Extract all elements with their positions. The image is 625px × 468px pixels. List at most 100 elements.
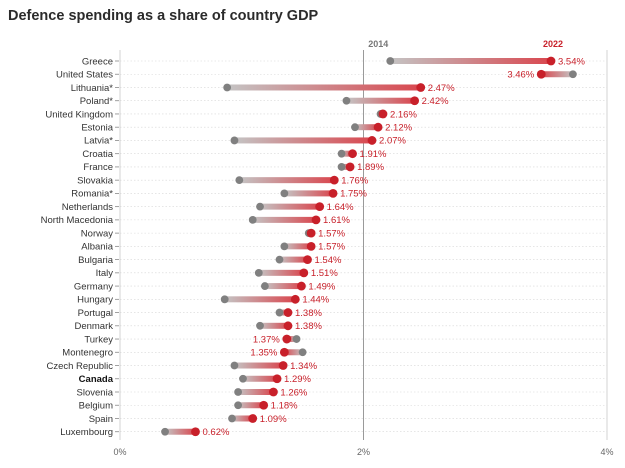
value-label: 3.54%	[558, 56, 585, 67]
value-label: 1.38%	[295, 321, 322, 332]
dot-2022	[345, 162, 355, 172]
value-label: 1.34%	[290, 361, 317, 372]
change-connector	[286, 336, 297, 343]
change-connector	[224, 296, 296, 303]
value-label: 1.09%	[260, 414, 287, 425]
dot-2022	[290, 294, 300, 304]
value-label: 2.47%	[428, 83, 455, 94]
change-connector	[284, 243, 312, 250]
dot-2022	[367, 136, 377, 145]
country-label: Slovakia	[77, 175, 114, 186]
country-label: Latvia*	[84, 136, 113, 147]
dot-2022	[315, 202, 325, 212]
dot-2022	[259, 400, 269, 410]
country-label: Spain	[89, 414, 113, 425]
country-label: Belgium	[79, 401, 113, 412]
dot-2014	[337, 149, 346, 158]
value-label: 1.76%	[341, 175, 368, 186]
change-connector	[284, 190, 334, 197]
dot-2014	[292, 335, 301, 343]
change-connector	[232, 415, 253, 422]
dot-2022	[248, 414, 258, 423]
value-label: 1.51%	[311, 268, 338, 279]
dot-2014	[256, 202, 264, 211]
dot-2014	[569, 70, 577, 79]
dot-2022	[279, 347, 289, 357]
country-label: Estonia	[81, 123, 113, 134]
dot-2014	[161, 427, 169, 436]
dot-2022	[378, 109, 388, 119]
dot-2022	[410, 96, 420, 106]
change-connector	[284, 349, 303, 356]
legend-2014: 2014	[368, 39, 388, 49]
country-label: Canada	[79, 374, 114, 385]
change-connector	[279, 256, 308, 263]
dot-2022	[329, 175, 339, 185]
change-connector	[238, 402, 264, 409]
country-label: Romania*	[71, 189, 113, 200]
value-label: 1.26%	[280, 387, 307, 398]
change-connector	[541, 71, 573, 78]
dot-2022	[278, 361, 288, 370]
value-label: 2.16%	[390, 109, 417, 120]
dot-2014	[351, 123, 359, 132]
change-connector	[239, 177, 335, 184]
dot-2022	[306, 241, 316, 251]
country-label: Slovenia	[77, 387, 114, 398]
value-label: 3.46%	[507, 70, 534, 81]
country-label: Germany	[74, 281, 113, 292]
x-tick-label: 2%	[357, 447, 370, 457]
dot-2022	[416, 83, 426, 92]
country-label: Italy	[96, 268, 114, 279]
dot-2022	[328, 189, 338, 198]
country-label: France	[83, 162, 113, 173]
value-label: 1.91%	[360, 149, 387, 160]
dot-2022	[272, 374, 282, 384]
dot-2014	[275, 308, 284, 317]
country-label: United States	[56, 70, 113, 81]
dot-2022	[348, 149, 357, 159]
country-label: Albania	[81, 242, 113, 253]
dot-2022	[536, 69, 546, 79]
country-label: Greece	[82, 56, 113, 67]
value-label: 1.18%	[271, 401, 298, 412]
value-label: 2.12%	[385, 123, 412, 134]
dot-2022	[546, 56, 556, 66]
country-label: Bulgaria	[78, 255, 114, 266]
country-label: Luxembourg	[60, 427, 113, 438]
dot-2022	[299, 268, 309, 278]
change-connector	[227, 84, 421, 91]
dot-2022	[283, 308, 293, 317]
dot-2014	[280, 189, 289, 198]
value-label: 1.29%	[284, 374, 311, 385]
country-label: Hungary	[77, 295, 113, 306]
change-connector	[354, 124, 379, 131]
value-label: 2.07%	[379, 136, 406, 147]
value-label: 1.38%	[295, 308, 322, 319]
dot-2022	[269, 387, 278, 397]
dot-2014	[234, 401, 242, 410]
dot-2014	[235, 176, 244, 185]
country-label: Croatia	[82, 149, 113, 160]
change-connector	[264, 283, 302, 290]
dot-2022	[303, 255, 312, 264]
change-connector	[252, 216, 317, 223]
change-connector	[341, 150, 353, 157]
change-connector	[258, 269, 304, 276]
grid-layer	[115, 50, 608, 440]
x-tick-label: 4%	[600, 447, 613, 457]
dot-2014	[248, 215, 257, 224]
dot-2014	[256, 321, 264, 330]
country-label: Poland*	[80, 96, 114, 107]
dot-2014	[260, 282, 269, 290]
dot-2014	[239, 374, 247, 383]
dot-2022	[373, 122, 383, 132]
value-label: 0.62%	[202, 427, 229, 438]
dot-2022	[311, 215, 321, 225]
country-label: Turkey	[84, 334, 113, 345]
dot-2014	[337, 163, 346, 171]
country-label: North Macedonia	[41, 215, 114, 226]
dot-2014	[228, 414, 236, 423]
value-label: 1.57%	[318, 242, 345, 253]
country-label: Netherlands	[62, 202, 113, 213]
